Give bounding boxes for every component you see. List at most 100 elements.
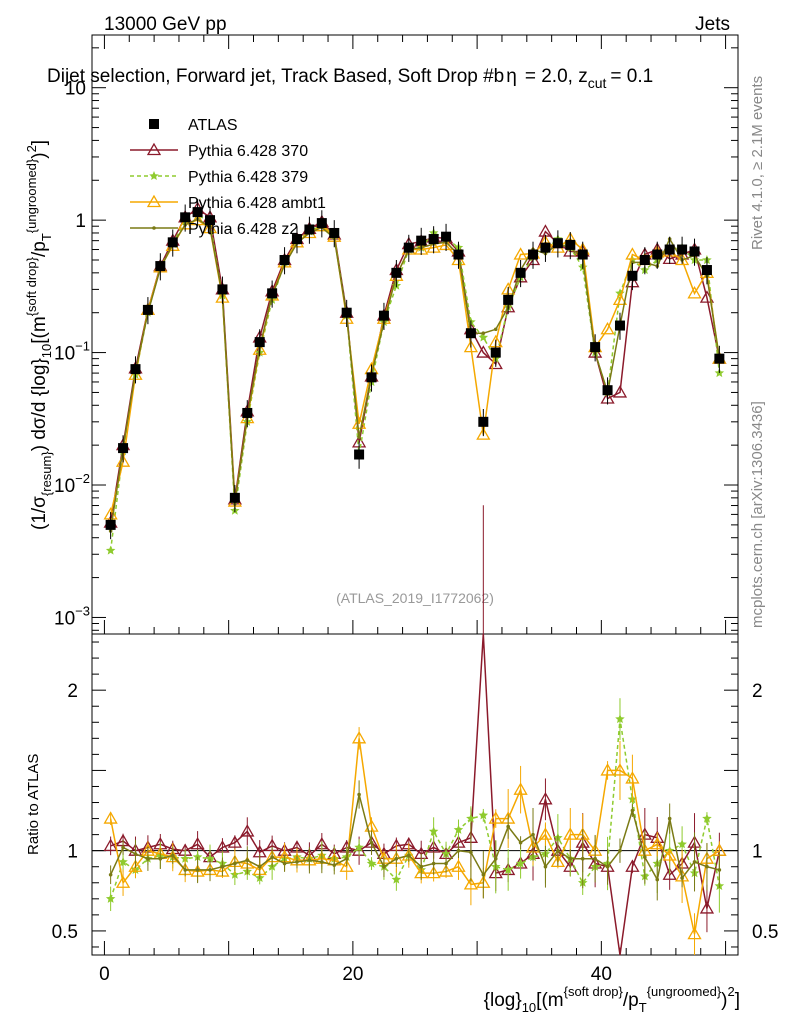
- ratio-series-layer: [103, 505, 727, 956]
- point-dot: [257, 864, 262, 869]
- point-triangle: [538, 827, 553, 840]
- legend-label: Pythia 6.428 370: [188, 143, 308, 160]
- point-dot: [518, 840, 523, 845]
- point-dot: [419, 864, 424, 869]
- point-dot: [307, 858, 312, 863]
- point-dot: [705, 864, 709, 869]
- point-dot: [444, 861, 448, 866]
- point-triangle: [650, 836, 665, 850]
- point-dot: [369, 840, 374, 845]
- series-line-main: [109, 207, 721, 523]
- point-dot: [593, 856, 597, 861]
- point-triangle: [625, 247, 640, 260]
- point-dot: [456, 848, 461, 853]
- point-star: [105, 545, 116, 555]
- point-triangle: [215, 864, 230, 877]
- legend-label: Pythia 6.428 z2: [188, 221, 298, 238]
- point-triangle: [476, 427, 491, 440]
- point-star: [478, 810, 489, 820]
- main-y-tick-label: 10−3: [54, 603, 90, 629]
- point-dot: [630, 808, 635, 813]
- point-triangle: [240, 824, 255, 837]
- point-star: [615, 714, 625, 724]
- x-tick-label: 20: [342, 964, 363, 985]
- point-dot: [506, 824, 510, 829]
- point-dot: [158, 856, 163, 861]
- point-triangle: [339, 859, 354, 872]
- point-triangle: [687, 286, 702, 299]
- point-dot: [357, 435, 361, 439]
- point-triangle: [463, 339, 479, 353]
- legend-label: Pythia 6.428 379: [188, 169, 308, 186]
- point-triangle: [190, 836, 205, 850]
- point-triangle: [438, 864, 454, 877]
- point-dot: [183, 868, 187, 872]
- point-triangle: [662, 848, 677, 861]
- legend: ATLAS Pythia 6.428 370 Pythia 6.428 379 Pyt…: [130, 117, 326, 238]
- point-dot: [605, 864, 610, 869]
- point-dot: [493, 327, 498, 332]
- point-triangle: [488, 811, 503, 824]
- side-rivet-label: Rivet 4.1.0, ≥ 2.1M events: [749, 76, 766, 250]
- point-triangle: [146, 194, 162, 208]
- series-line-ratio: [109, 794, 720, 882]
- main-y-tick-label: 10: [65, 79, 86, 100]
- point-triangle: [687, 926, 702, 940]
- point-dot: [382, 864, 386, 869]
- point-dot: [630, 260, 635, 265]
- point-dot: [344, 856, 349, 861]
- point-dot: [133, 852, 138, 856]
- point-triangle: [625, 771, 640, 784]
- main-y-tick-label: 1: [75, 211, 86, 232]
- point-star: [478, 332, 489, 342]
- point-dot: [556, 848, 560, 853]
- point-dot: [643, 855, 647, 859]
- point-dot: [152, 226, 156, 230]
- point-triangle: [103, 838, 118, 852]
- ratio-y-tick-label-right: 2: [752, 681, 763, 702]
- legend-label: Pythia 6.428 ambt1: [188, 195, 326, 212]
- point-dot: [618, 848, 622, 853]
- series-line-ratio: [109, 738, 720, 935]
- point-star: [441, 848, 451, 858]
- point-triangle: [612, 385, 628, 398]
- point-star: [205, 853, 215, 863]
- header-jets: Jets: [695, 14, 730, 35]
- point-triangle: [600, 763, 615, 776]
- point-dot: [406, 853, 411, 858]
- x-tick-label: 0: [99, 964, 110, 985]
- main-series-layer: [103, 199, 727, 555]
- point-dot: [717, 868, 722, 872]
- point-triangle: [513, 782, 528, 795]
- point-dot: [295, 860, 299, 864]
- point-triangle: [115, 875, 131, 888]
- point-dot: [146, 856, 150, 861]
- point-triangle: [451, 859, 466, 872]
- point-triangle: [351, 731, 367, 744]
- point-star: [503, 864, 513, 874]
- point-dot: [220, 864, 225, 869]
- legend-label: ATLAS: [188, 117, 238, 134]
- point-dot: [493, 856, 498, 861]
- main-y-label: (1/σ{resum}) dσ/d {log}10[(m{soft drop}/…: [24, 140, 54, 530]
- point-star: [515, 858, 526, 868]
- point-triangle: [426, 840, 441, 853]
- point-star: [354, 842, 364, 852]
- point-dot: [121, 845, 125, 850]
- point-star: [466, 813, 476, 823]
- ratio-y-tick-label-right: 1: [752, 842, 763, 863]
- point-dot: [481, 872, 486, 877]
- point-triangle: [612, 763, 628, 776]
- point-dot: [108, 872, 113, 877]
- point-triangle: [550, 854, 565, 868]
- point-triangle: [625, 859, 640, 872]
- point-triangle: [538, 792, 553, 805]
- point-star: [149, 171, 159, 180]
- point-triangle: [103, 811, 118, 824]
- point-triangle: [699, 901, 715, 914]
- point-dot: [320, 860, 324, 864]
- point-dot: [332, 863, 337, 867]
- point-dot: [692, 860, 697, 864]
- ratio-plot-frame: [91, 633, 739, 956]
- point-dot: [282, 861, 287, 866]
